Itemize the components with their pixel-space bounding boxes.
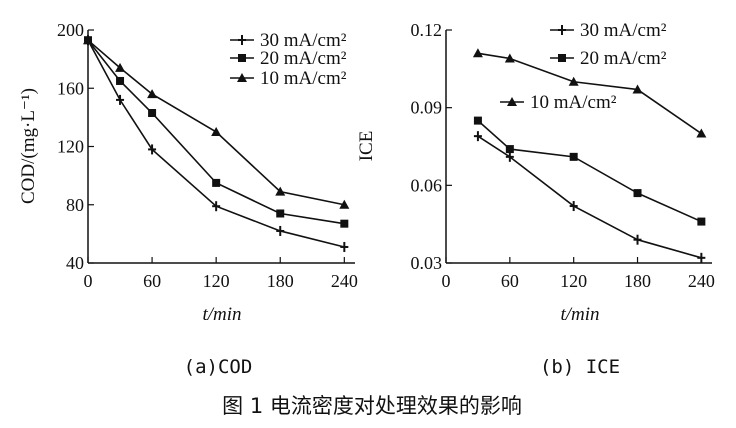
cod-legend-marker	[237, 73, 247, 82]
cod-x-axis-label: t/min	[202, 304, 241, 325]
cod-data-point	[116, 76, 125, 85]
ice-data-point	[568, 76, 579, 86]
cod-data-point	[276, 209, 285, 218]
ice-data-point	[569, 152, 578, 161]
ice-data-point	[633, 189, 642, 198]
ice-legend-marker	[507, 97, 517, 106]
cod-legend-label: 10 mA/cm²	[260, 68, 347, 89]
ice-data-point	[633, 234, 642, 245]
caption-a: (a)COD	[184, 356, 253, 378]
ice-ticks: 0 60 120 180 240 0.03 0.06 0.09 0.12	[411, 20, 715, 291]
cod-y-tick-label: 40	[66, 253, 84, 273]
ice-x-tick-label: 240	[688, 271, 715, 291]
cod-data-point	[147, 89, 158, 99]
ice-y-axis-label: ICE	[356, 131, 377, 162]
ice-y-tick-label: 0.03	[411, 253, 443, 273]
cod-x-tick-label: 60	[143, 271, 161, 291]
ice-series	[472, 48, 707, 263]
cod-data-point	[340, 241, 349, 252]
ice-x-tick-label: 0	[442, 271, 451, 291]
cod-data-point	[148, 144, 157, 155]
cod-y-tick-label: 160	[57, 78, 84, 98]
ice-x-tick-label: 180	[624, 271, 651, 291]
cod-data-point	[115, 62, 126, 72]
ice-data-point	[473, 116, 482, 125]
ice-legend-label: 10 mA/cm²	[530, 92, 617, 113]
cod-data-point	[212, 201, 221, 212]
cod-x-tick-label: 180	[267, 271, 294, 291]
ice-y-tick-label: 0.06	[411, 175, 443, 195]
ice-data-point	[569, 201, 578, 212]
ice-x-tick-label: 120	[560, 271, 587, 291]
ice-legend-marker	[558, 25, 566, 35]
cod-legend-label: 30 mA/cm²	[260, 30, 347, 51]
ice-y-tick-label: 0.12	[411, 20, 443, 40]
ice-series-line	[477, 120, 702, 223]
cod-legend-marker	[238, 54, 246, 62]
cod-legend-marker	[238, 35, 246, 45]
cod-y-tick-label: 80	[66, 195, 84, 215]
ice-data-point	[697, 217, 706, 226]
ice-data-point	[505, 145, 514, 154]
ice-series-line	[477, 135, 702, 259]
caption-b: (b) ICE	[540, 356, 620, 378]
cod-y-axis-label: COD/(mg·L⁻¹)	[18, 88, 39, 204]
cod-series	[83, 35, 350, 252]
ice-data-point	[697, 252, 706, 263]
cod-series-line	[87, 39, 345, 225]
ice-data-point	[696, 128, 707, 138]
cod-data-point	[83, 35, 93, 45]
ice-legend-marker	[558, 54, 566, 62]
ice-data-point	[632, 84, 643, 94]
cod-legend-label: 20 mA/cm²	[260, 48, 347, 69]
ice-data-point	[504, 53, 515, 63]
cod-x-tick-label: 0	[84, 271, 93, 291]
cod-data-point	[339, 199, 350, 209]
cod-data-point	[116, 94, 125, 105]
cod-data-point	[340, 219, 349, 228]
cod-ticks: 0 60 120 180 240 40 80 120 160 200	[57, 20, 358, 291]
cod-y-tick-label: 120	[57, 137, 84, 157]
ice-legend-label: 30 mA/cm²	[580, 20, 667, 41]
cod-series-line	[87, 39, 345, 248]
ice-data-point	[505, 151, 514, 162]
cod-data-point	[148, 109, 157, 118]
cod-x-tick-label: 240	[331, 271, 358, 291]
ice-x-axis-label: t/min	[560, 304, 599, 325]
figure-title: 图 1 电流密度对处理效果的影响	[222, 394, 522, 418]
ice-x-tick-label: 60	[501, 271, 519, 291]
cod-y-tick-label: 200	[57, 20, 84, 40]
cod-data-point	[276, 225, 285, 236]
ice-chart: 0 60 120 180 240 0.03 0.06 0.09 0.12 30 mA/cm² 20…	[356, 20, 715, 325]
cod-series-line	[87, 39, 345, 206]
cod-data-point	[212, 178, 221, 187]
cod-x-tick-label: 120	[203, 271, 230, 291]
ice-legend-label: 20 mA/cm²	[580, 48, 667, 69]
ice-y-tick-label: 0.09	[411, 98, 443, 118]
ice-data-point	[472, 48, 483, 58]
ice-data-point	[473, 131, 482, 142]
cod-data-point	[275, 186, 286, 196]
cod-data-point	[211, 126, 222, 136]
ice-legend: 30 mA/cm² 20 mA/cm² 10 mA/cm²	[500, 20, 667, 113]
